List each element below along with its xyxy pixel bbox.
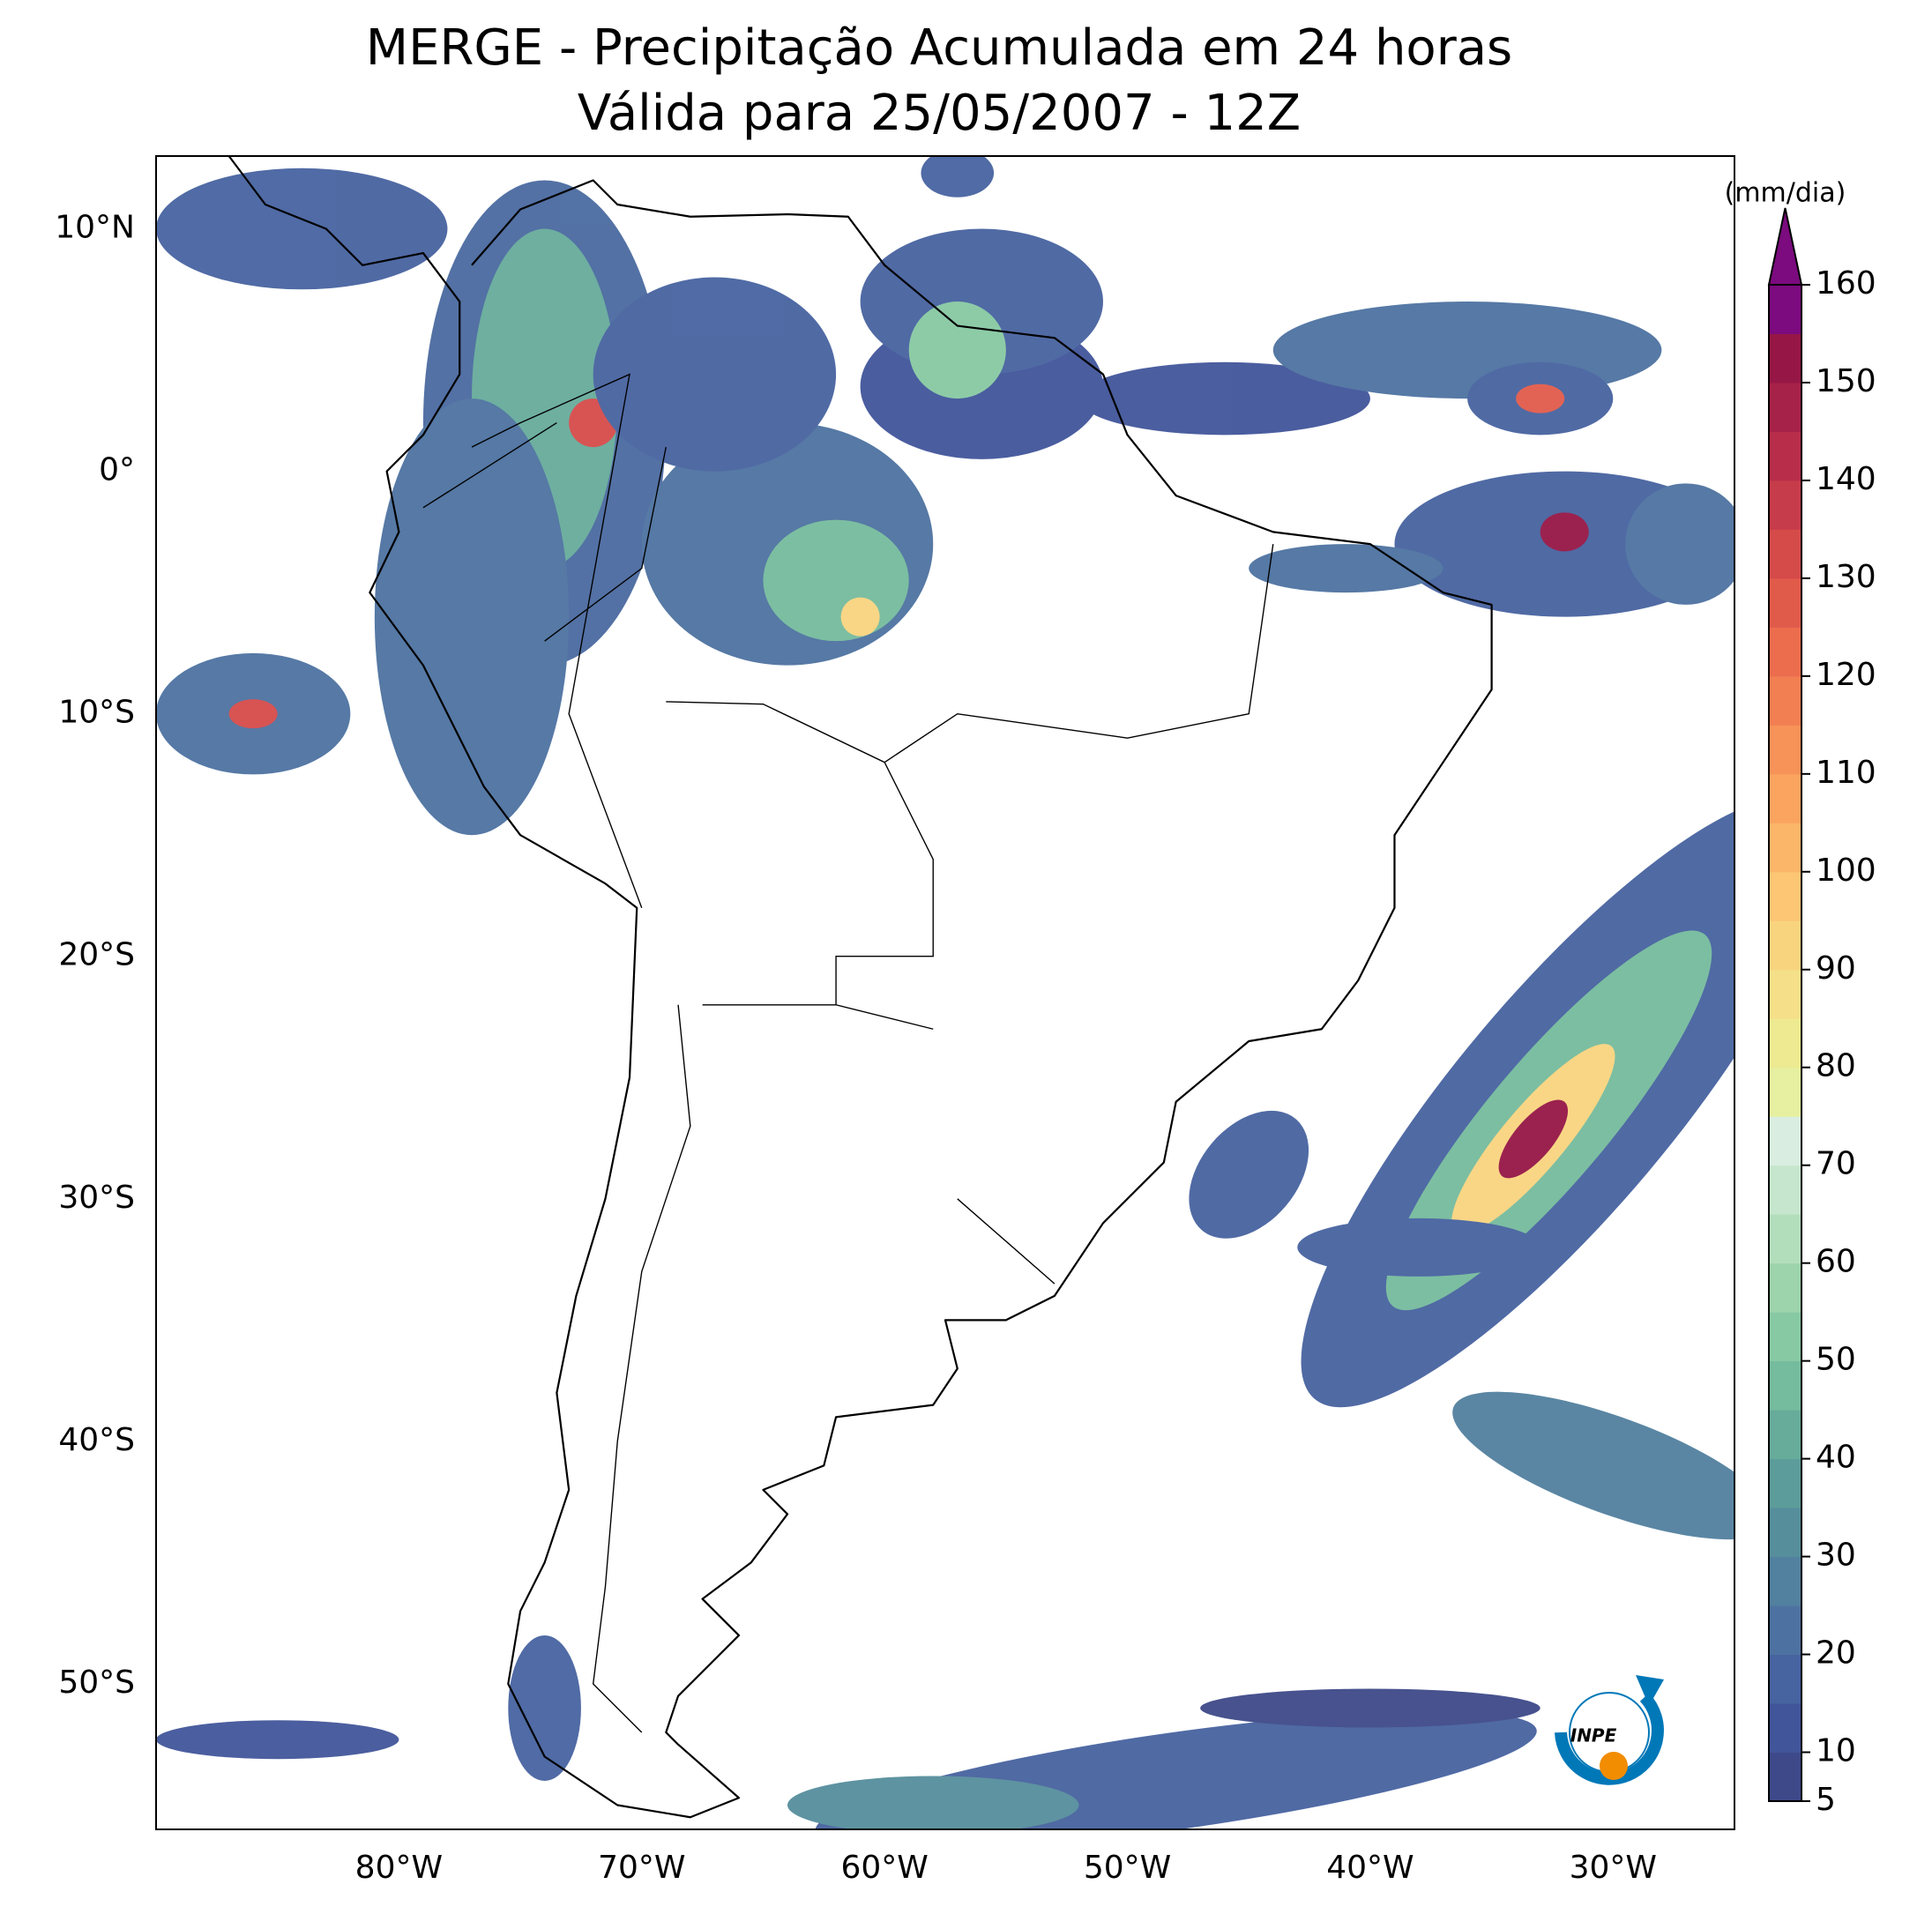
colorbar-segment — [1769, 333, 1801, 384]
colorbar-tick-label: 150 — [1816, 363, 1876, 399]
chart-subtitle: Válida para 25/05/2007 - 12Z — [578, 85, 1301, 142]
rain-area — [921, 156, 995, 197]
y-tick-label: 0° — [99, 452, 135, 488]
colorbar-segment — [1769, 431, 1801, 481]
colorbar-segment — [1769, 1654, 1801, 1704]
colorbar-tick-label: 20 — [1816, 1635, 1856, 1672]
colorbar-frame — [1768, 284, 1802, 1802]
rain-area — [787, 1776, 1079, 1829]
colorbar-segment — [1769, 1605, 1801, 1656]
colorbar-segment — [1769, 1360, 1801, 1411]
colorbar-segment — [1769, 382, 1801, 432]
colorbar-tick-label: 50 — [1816, 1342, 1856, 1378]
colorbar-tick-label: 40 — [1816, 1440, 1856, 1476]
x-tick-label: 60°W — [840, 1850, 928, 1886]
rain-area — [908, 302, 1006, 399]
colorbar-segment — [1769, 1262, 1801, 1313]
colorbar-segment — [1769, 1018, 1801, 1069]
colorbar-label: (mm/dia) — [1725, 178, 1846, 209]
colorbar-segment — [1769, 675, 1801, 726]
y-tick-label: 40°S — [58, 1422, 135, 1458]
rain-area — [156, 168, 448, 290]
x-tick-label: 40°W — [1326, 1850, 1414, 1886]
map-area — [156, 156, 1734, 1829]
logo-swoosh — [1555, 1693, 1664, 1785]
rain-area — [508, 1635, 581, 1781]
y-tick-label: 30°S — [58, 1180, 135, 1216]
rain-area — [156, 1720, 399, 1760]
precipitation — [156, 156, 1734, 1829]
colorbar-segment — [1769, 529, 1801, 579]
colorbar-segment — [1769, 725, 1801, 775]
x-tick-label: 50°W — [1084, 1850, 1171, 1886]
logo-sun — [1600, 1752, 1628, 1780]
coastline — [222, 156, 1493, 1819]
colorbar-segment — [1769, 969, 1801, 1019]
rain-area — [1189, 1110, 1309, 1239]
borders — [422, 373, 1274, 1733]
rain-area — [228, 699, 278, 729]
rain-area — [1200, 1688, 1540, 1728]
x-tick-label: 30°W — [1570, 1850, 1657, 1886]
rain-area — [1625, 483, 1734, 605]
rain-area — [1498, 1099, 1569, 1179]
chart-title: MERGE - Precipitação Acumulada em 24 hor… — [366, 19, 1512, 77]
rain-area — [1297, 1218, 1540, 1277]
rain-area — [1516, 384, 1565, 413]
colorbar-segment — [1769, 1067, 1801, 1117]
colorbar-tick-label: 70 — [1816, 1146, 1856, 1182]
colorbar-segment — [1769, 577, 1801, 628]
colorbar-tick-label: 80 — [1816, 1048, 1856, 1084]
rain-area — [1249, 544, 1443, 593]
logo-text: INPE — [1570, 1725, 1617, 1746]
colorbar-segment — [1769, 1165, 1801, 1215]
colorbar-tick-label: 160 — [1816, 265, 1876, 302]
y-tick-label: 10°N — [55, 210, 135, 246]
x-tick-label: 80°W — [355, 1850, 443, 1886]
colorbar-segment — [1769, 823, 1801, 873]
colorbar-segment — [1769, 1410, 1801, 1460]
rain-area — [374, 398, 570, 836]
plot-frame — [155, 155, 1735, 1830]
colorbar-extend — [1767, 207, 1803, 286]
colorbar-tick-label: 110 — [1816, 755, 1876, 791]
logo-arrow — [1636, 1675, 1664, 1706]
colorbar-tick-label: 30 — [1816, 1538, 1856, 1574]
rain-area — [1540, 512, 1589, 552]
colorbar-segment — [1769, 1703, 1801, 1754]
colorbar-segment — [1769, 920, 1801, 971]
colorbar-segment — [1769, 871, 1801, 921]
colorbar-tick-label: 10 — [1816, 1733, 1856, 1769]
logo: INPE — [1555, 1675, 1664, 1785]
y-tick-label: 10°S — [58, 695, 135, 731]
colorbar-tick-label: 140 — [1816, 461, 1876, 497]
colorbar-segment — [1769, 627, 1801, 677]
colorbar-tick-label: 120 — [1816, 657, 1876, 693]
rain-area — [593, 277, 837, 472]
colorbar-segment — [1769, 1556, 1801, 1606]
y-tick-label: 50°S — [58, 1665, 135, 1701]
colorbar-segment — [1769, 1214, 1801, 1264]
y-tick-label: 20°S — [58, 937, 135, 973]
rain-area — [1452, 1391, 1734, 1540]
colorbar-segment — [1769, 480, 1801, 530]
colorbar-segment — [1769, 285, 1801, 334]
rain-area — [763, 519, 909, 642]
colorbar-segment — [1769, 1508, 1801, 1558]
colorbar-tick-label: 5 — [1816, 1782, 1836, 1818]
rain-area — [1078, 361, 1370, 436]
rain-area — [840, 597, 880, 637]
colorbar-segment — [1769, 1458, 1801, 1508]
colorbar-segment — [1769, 1312, 1801, 1362]
colorbar-tick-label: 130 — [1816, 559, 1876, 595]
colorbar-segment — [1769, 773, 1801, 823]
colorbar-segment — [1769, 1116, 1801, 1166]
x-tick-label: 70°W — [598, 1850, 685, 1886]
colorbar-tick-label: 90 — [1816, 950, 1856, 987]
colorbar-tick-label: 60 — [1816, 1244, 1856, 1280]
colorbar-tick-label: 100 — [1816, 853, 1876, 889]
colorbar-segment — [1769, 1752, 1801, 1802]
